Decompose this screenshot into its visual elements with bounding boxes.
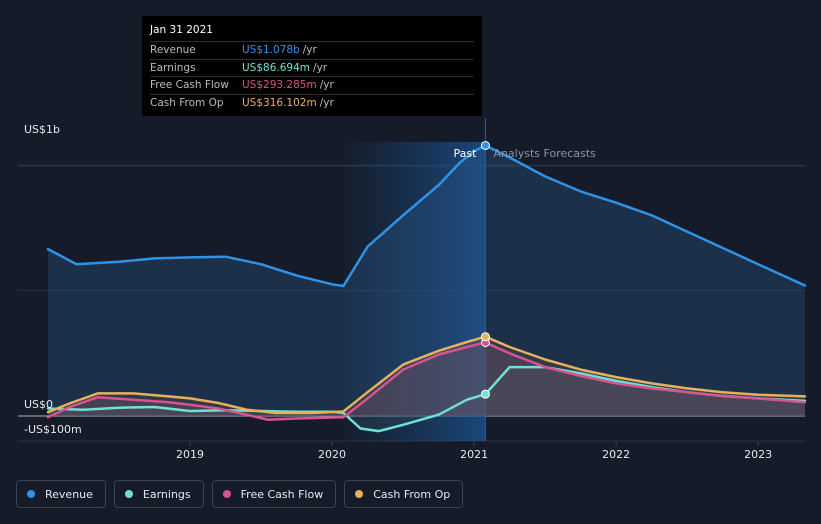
- x-tick-label: 2020: [318, 448, 346, 461]
- data-point-revenue: [480, 141, 490, 151]
- tooltip-row-revenue: Revenue US$1.078b /yr: [150, 41, 474, 59]
- legend-item-free-cash-flow[interactable]: Free Cash Flow: [211, 480, 337, 508]
- series-line-free_cash_flow: [46, 341, 807, 422]
- legend-label: Revenue: [45, 487, 93, 501]
- tooltip-label: Revenue: [150, 44, 196, 56]
- legend-dot-icon: [222, 490, 231, 498]
- tooltip-row-cash-from-op: Cash From Op US$316.102m /yr: [150, 93, 474, 112]
- legend-dot-icon: [355, 490, 364, 498]
- chart-legend: Revenue Earnings Free Cash Flow Cash Fro…: [16, 480, 464, 508]
- legend-item-revenue[interactable]: Revenue: [16, 480, 106, 508]
- tooltip-row-earnings: Earnings US$86.694m /yr: [150, 58, 474, 77]
- forecast-label: Analysts Forecasts: [493, 147, 596, 160]
- legend-dot-icon: [27, 490, 35, 498]
- tooltip-unit: /yr: [319, 79, 334, 91]
- legend-label: Earnings: [142, 487, 191, 501]
- tooltip-date: Jan 31 2021: [150, 24, 213, 36]
- tooltip-label: Earnings: [150, 61, 196, 74]
- data-point-cash_from_op: [480, 332, 490, 342]
- tooltip-value: US$1.078b: [242, 44, 300, 56]
- tooltip-value: US$86.694m: [242, 61, 310, 74]
- past-label: Past: [454, 147, 478, 160]
- legend-label: Free Cash Flow: [240, 487, 324, 501]
- tooltip-label: Free Cash Flow: [150, 79, 229, 91]
- area-revenue: [48, 145, 805, 416]
- series-line-revenue: [46, 144, 807, 288]
- area-free_cash_flow: [48, 342, 805, 420]
- tooltip-row-free-cash-flow: Free Cash Flow US$293.285m /yr: [150, 76, 474, 94]
- legend-label: Cash From Op: [373, 487, 451, 501]
- x-tick-label: 2023: [744, 448, 772, 461]
- y-tick-label: US$1b: [24, 123, 60, 136]
- series-line-cash_from_op: [46, 335, 807, 415]
- legend-item-earnings[interactable]: Earnings: [113, 480, 204, 508]
- tooltip-unit: /yr: [313, 61, 328, 74]
- tooltip-unit: /yr: [319, 96, 334, 109]
- tooltip-value: US$293.285m: [242, 79, 317, 91]
- area-cash_from_op: [48, 336, 805, 416]
- y-tick-label: US$0: [24, 398, 53, 411]
- tooltip-panel: Jan 31 2021 Revenue US$1.078b /yr Earnin…: [142, 16, 482, 116]
- x-tick-label: 2019: [176, 448, 204, 461]
- x-tick-label: 2022: [602, 448, 630, 461]
- tooltip-label: Cash From Op: [150, 96, 224, 109]
- tooltip-value: US$316.102m: [242, 96, 317, 109]
- legend-dot-icon: [124, 490, 133, 498]
- legend-item-cash-from-op[interactable]: Cash From Op: [344, 480, 464, 508]
- y-tick-label: -US$100m: [24, 423, 82, 436]
- data-point-earnings: [480, 389, 490, 399]
- series-line-earnings: [46, 365, 807, 433]
- tooltip-unit: /yr: [302, 44, 317, 56]
- x-tick-label: 2021: [460, 448, 488, 461]
